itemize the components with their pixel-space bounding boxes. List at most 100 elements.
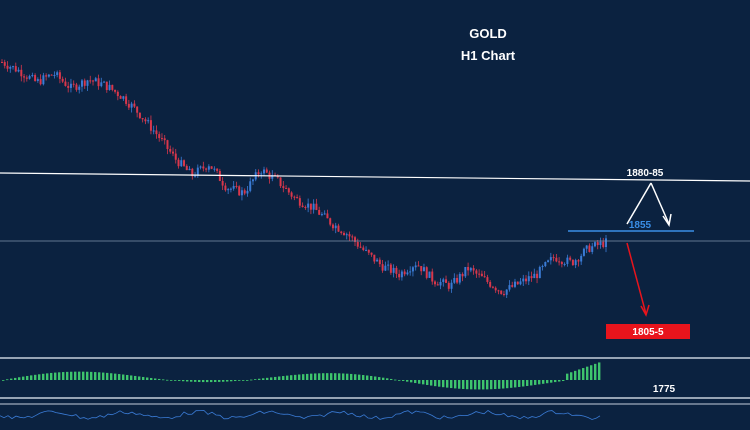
candle-body	[199, 166, 202, 168]
candle-body	[20, 69, 23, 77]
candle-body	[3, 62, 6, 66]
histogram-bar	[86, 371, 89, 380]
target-box-1805-5	[606, 324, 690, 339]
candle-body	[530, 276, 533, 279]
candle-body	[585, 245, 588, 249]
candle-body	[569, 257, 572, 260]
candle-body	[25, 77, 28, 79]
candle-body	[491, 286, 494, 288]
candle-body	[315, 203, 318, 210]
candle-body	[384, 265, 387, 271]
histogram-bar	[310, 373, 313, 380]
candle-body	[323, 213, 326, 215]
candle-body	[210, 166, 213, 169]
candle-body	[458, 273, 461, 283]
histogram-bar	[530, 380, 533, 386]
candle-body	[194, 175, 197, 177]
candle-body	[47, 74, 50, 77]
histogram-bar	[506, 380, 509, 389]
bearish-scenario-arrow	[626, 242, 650, 317]
candle-body	[114, 89, 117, 92]
candle-body	[525, 278, 528, 282]
histogram-bar	[346, 373, 349, 380]
histogram-bar	[570, 372, 573, 380]
histogram-bar	[42, 373, 45, 380]
candle-body	[312, 203, 315, 210]
candle-body	[434, 281, 437, 285]
candle-body	[378, 259, 381, 265]
candle-body	[445, 279, 448, 283]
histogram-bar	[198, 380, 201, 382]
histogram-bar	[154, 378, 157, 380]
candle-body	[387, 264, 390, 266]
histogram-bar	[94, 372, 97, 380]
candle-body	[354, 237, 357, 242]
candle-body	[558, 261, 561, 263]
candle-body	[271, 174, 274, 179]
histogram-bar	[14, 377, 17, 380]
candle-body	[34, 75, 37, 81]
candle-body	[50, 74, 53, 76]
candle-body	[547, 260, 550, 263]
histogram-bar	[242, 380, 245, 381]
candle-body	[486, 277, 489, 282]
histogram-bar	[406, 380, 409, 382]
candle-body	[130, 103, 133, 108]
histogram-bar	[526, 380, 529, 386]
histogram-bar	[126, 374, 129, 380]
candle-body	[152, 130, 155, 132]
candle-body	[403, 271, 406, 275]
histogram-bar	[382, 377, 385, 380]
candle-body	[144, 119, 147, 122]
candle-body	[296, 197, 299, 199]
candle-body	[61, 78, 64, 82]
candle-body	[185, 165, 188, 171]
candle-body	[318, 209, 321, 215]
candle-body	[232, 185, 235, 189]
candle-body	[78, 86, 81, 90]
histogram-bar	[390, 378, 393, 380]
candle-body	[136, 106, 139, 113]
candle-body	[196, 167, 199, 176]
candle-body	[227, 189, 230, 191]
histogram-bar	[222, 380, 225, 382]
candle-body	[337, 225, 340, 232]
histogram-bar	[10, 378, 13, 380]
candle-body	[243, 190, 246, 194]
histogram-bar	[2, 380, 5, 381]
histogram-bar	[342, 373, 345, 380]
candle-body	[169, 148, 172, 152]
candle-body	[238, 186, 241, 196]
histogram-bar	[482, 380, 485, 390]
histogram-bar	[534, 380, 537, 385]
histogram-bar	[6, 379, 9, 381]
candle-body	[213, 168, 216, 170]
histogram-bar	[122, 374, 125, 380]
candle-body	[45, 75, 48, 77]
histogram-bar	[82, 371, 85, 380]
histogram-bar	[22, 376, 25, 380]
candle-body	[580, 255, 583, 262]
candle-body	[376, 259, 379, 262]
candle-body	[527, 276, 530, 282]
histogram-bar	[426, 380, 429, 385]
candle-body	[373, 254, 376, 262]
candle-body	[6, 65, 9, 69]
histogram-bar	[134, 375, 137, 380]
histogram-bar	[98, 372, 101, 380]
histogram-bar	[410, 380, 413, 383]
histogram-bar	[362, 375, 365, 380]
candle-body	[191, 168, 194, 177]
bullish-scenario-arrow	[626, 182, 672, 227]
histogram-bar	[402, 380, 405, 381]
histogram-bar	[58, 372, 61, 380]
candle-body	[279, 177, 282, 187]
candle-body	[389, 264, 392, 273]
candle-body	[425, 267, 428, 278]
histogram-bar	[78, 371, 81, 380]
candle-body	[138, 112, 141, 119]
histogram-bar	[294, 374, 297, 380]
histogram-bar	[174, 380, 177, 381]
candle-body	[263, 169, 266, 174]
candle-body	[480, 273, 483, 277]
